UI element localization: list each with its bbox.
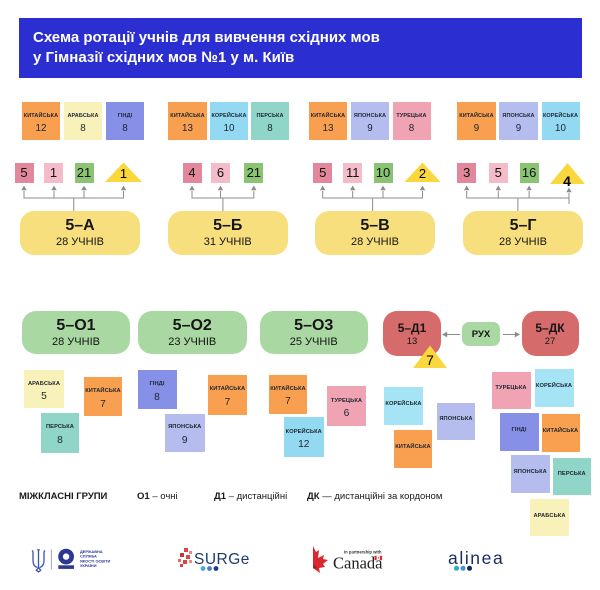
svg-text:in partnership with: in partnership with	[344, 550, 382, 555]
svg-text:alinea: alinea	[448, 548, 504, 568]
svg-text:СЛУЖБА: СЛУЖБА	[80, 554, 97, 559]
svg-text:SURGe: SURGe	[194, 551, 250, 568]
svg-text:ДЕРЖАВНА: ДЕРЖАВНА	[80, 549, 103, 554]
svg-text:УКРАЇНИ: УКРАЇНИ	[80, 563, 97, 568]
svg-text:ЯКОСТІ ОСВІТИ: ЯКОСТІ ОСВІТИ	[80, 558, 111, 563]
svg-text:Canada: Canada	[333, 554, 383, 573]
